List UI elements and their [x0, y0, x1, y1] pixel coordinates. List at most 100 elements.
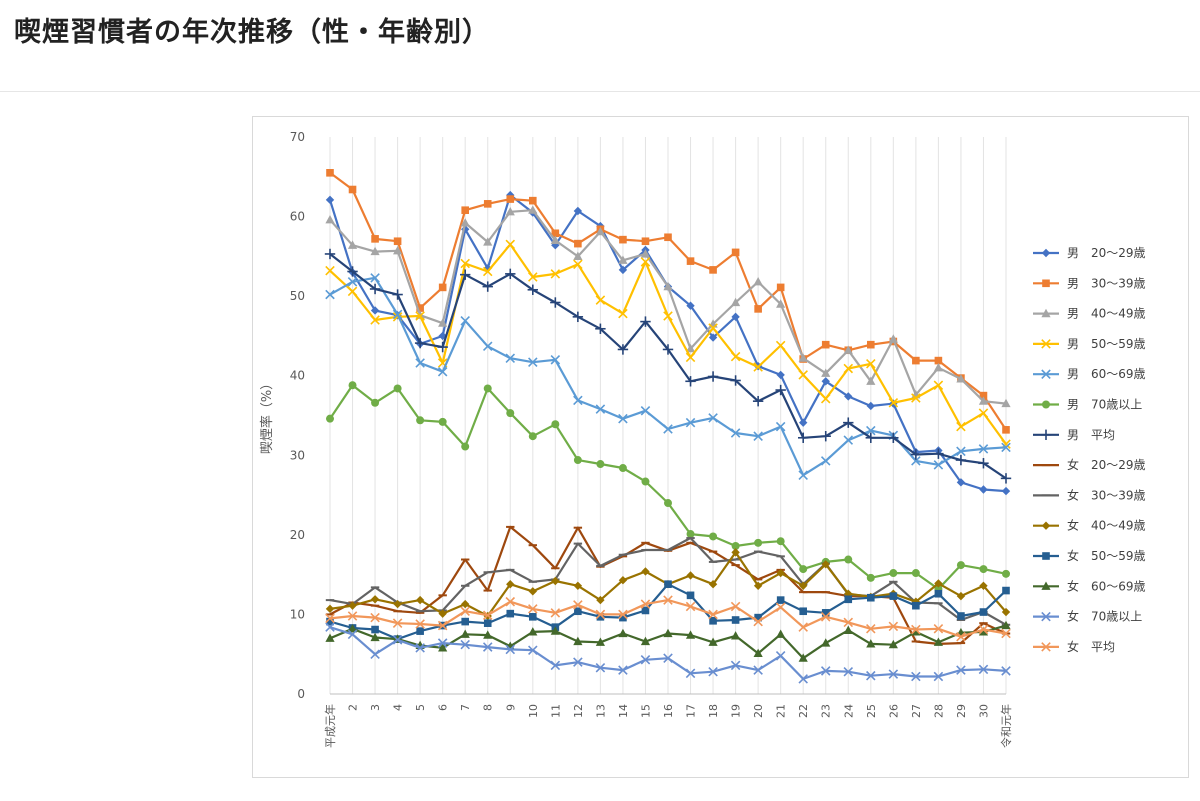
data-point	[1002, 586, 1010, 595]
x-tick-label: 10	[527, 704, 540, 718]
data-point	[979, 565, 988, 574]
data-point	[978, 444, 989, 454]
legend-item: 男 50～59歳	[1033, 337, 1146, 351]
data-point	[438, 318, 448, 327]
data-point	[866, 359, 876, 369]
data-point	[416, 304, 424, 312]
data-point	[482, 341, 493, 352]
legend-label: 女 20～29歳	[1067, 457, 1146, 472]
data-point	[731, 616, 740, 624]
x-tick-label: 26	[887, 704, 900, 718]
data-point	[528, 645, 538, 656]
data-point	[505, 353, 516, 363]
x-tick-label: 5	[414, 704, 427, 711]
data-point	[685, 352, 696, 363]
x-tick-label: 令和元年	[999, 704, 1013, 748]
data-point	[595, 404, 606, 414]
data-point	[843, 435, 854, 445]
legend-marker	[1041, 521, 1051, 530]
data-point	[505, 596, 516, 607]
data-point	[618, 628, 628, 638]
data-point	[843, 617, 854, 628]
data-point	[392, 618, 403, 628]
data-point	[867, 340, 875, 349]
legend-item: 女 50～59歳	[1033, 548, 1146, 563]
data-point	[619, 235, 627, 244]
data-point	[888, 432, 899, 443]
legend-label: 男 70歳以上	[1067, 398, 1142, 412]
data-point	[460, 269, 471, 280]
data-point	[888, 669, 899, 679]
data-point	[347, 240, 358, 249]
data-point	[978, 664, 989, 675]
data-point	[505, 239, 516, 250]
data-point	[664, 580, 672, 588]
legend-label: 男 50～59歳	[1067, 337, 1146, 351]
data-point	[889, 569, 898, 578]
x-tick-label: 6	[437, 704, 450, 711]
title-divider	[0, 91, 1200, 92]
data-point	[821, 560, 830, 569]
data-point	[1002, 569, 1010, 578]
data-point	[663, 628, 673, 638]
data-point	[618, 308, 628, 319]
data-point	[798, 674, 808, 684]
x-tick-label: 18	[707, 704, 720, 718]
data-point	[370, 595, 380, 604]
legend-item: 男 30～39歳	[1033, 276, 1146, 290]
data-point	[933, 637, 943, 646]
data-point	[416, 627, 424, 635]
data-point	[370, 306, 380, 315]
data-point	[393, 384, 402, 393]
legend-label: 女 平均	[1067, 639, 1115, 654]
data-point	[708, 666, 718, 677]
data-point	[865, 432, 876, 443]
x-tick-label: 24	[842, 704, 855, 718]
y-tick-label: 0	[297, 687, 305, 701]
data-point	[505, 268, 516, 280]
data-point	[573, 600, 583, 610]
data-point	[415, 311, 425, 321]
data-point	[798, 370, 808, 380]
data-point	[912, 356, 920, 365]
legend-marker	[1041, 642, 1051, 652]
data-point	[461, 442, 470, 451]
data-point	[461, 599, 470, 609]
data-point	[933, 623, 944, 634]
data-point	[933, 460, 944, 470]
data-point	[820, 666, 831, 676]
chart-container: 0 10 20 30 40 50 60 70 喫煙率（%） 平成元年 2 3 4 5 6 7 8 9 10 11 12 1…	[252, 116, 1189, 778]
data-point	[686, 301, 695, 310]
data-point	[483, 200, 492, 208]
data-point	[347, 286, 358, 297]
data-point	[640, 599, 651, 609]
data-point	[753, 616, 763, 627]
data-point	[596, 595, 605, 605]
legend-marker	[1041, 369, 1051, 379]
data-point	[979, 485, 988, 494]
data-point	[664, 499, 672, 508]
legend-label: 女 50～59歳	[1067, 548, 1146, 563]
data-point	[528, 357, 538, 367]
data-point	[685, 343, 696, 353]
legend-item: 女 60～69歳	[1033, 578, 1146, 593]
data-point	[573, 259, 583, 270]
legend-label: 女 70歳以上	[1067, 609, 1142, 624]
data-point	[730, 375, 741, 386]
legend-marker	[1041, 611, 1051, 622]
data-point	[686, 571, 695, 580]
data-point	[438, 643, 448, 652]
legend-item: 男 20～29歳	[1033, 246, 1146, 260]
data-point	[752, 395, 764, 407]
data-point	[821, 340, 830, 349]
data-point	[551, 420, 560, 429]
data-point	[528, 272, 538, 282]
legend-item: 男 70歳以上	[1033, 398, 1142, 412]
data-point	[956, 631, 966, 642]
data-point	[482, 281, 493, 292]
data-point	[731, 312, 740, 322]
page-title: 喫煙習慣者の年次推移（性・年齢別）	[14, 17, 490, 48]
data-point	[957, 612, 965, 620]
x-tick-label: 8	[482, 704, 495, 711]
